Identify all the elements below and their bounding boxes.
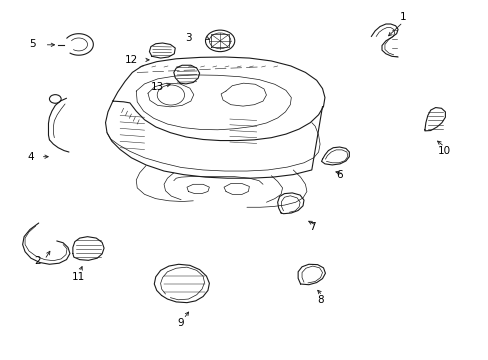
Text: 9: 9 bbox=[178, 319, 184, 328]
Text: 7: 7 bbox=[309, 222, 315, 231]
Text: 5: 5 bbox=[29, 40, 36, 49]
Text: 12: 12 bbox=[124, 55, 138, 65]
Text: 11: 11 bbox=[72, 272, 85, 282]
Text: 1: 1 bbox=[399, 12, 406, 22]
Text: 6: 6 bbox=[336, 170, 342, 180]
Text: 3: 3 bbox=[185, 33, 191, 43]
Text: 10: 10 bbox=[437, 146, 450, 156]
Text: 8: 8 bbox=[316, 295, 323, 305]
Text: 2: 2 bbox=[34, 256, 41, 266]
Text: 13: 13 bbox=[151, 82, 164, 92]
Text: 4: 4 bbox=[27, 152, 34, 162]
